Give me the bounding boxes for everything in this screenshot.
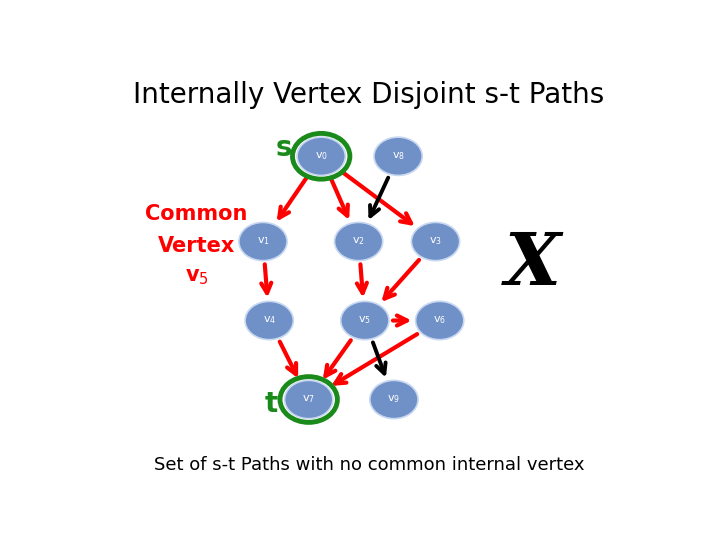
Text: v$_4$: v$_4$ [263,315,276,326]
Text: v$_6$: v$_6$ [433,315,446,326]
Ellipse shape [239,222,287,261]
Text: v$_9$: v$_9$ [387,394,400,406]
Text: Common: Common [145,205,248,225]
Text: t: t [265,390,278,417]
Ellipse shape [297,137,346,176]
Text: v$_3$: v$_3$ [429,235,442,247]
Text: X: X [505,229,562,300]
Text: v$_5$: v$_5$ [359,315,372,326]
Text: v$_1$: v$_1$ [256,235,269,247]
Text: Set of s-t Paths with no common internal vertex: Set of s-t Paths with no common internal… [154,456,584,474]
Ellipse shape [341,301,389,340]
Text: v$_5$: v$_5$ [184,267,208,287]
Text: Vertex: Vertex [158,235,235,255]
Ellipse shape [411,222,459,261]
Text: Internally Vertex Disjoint s-t Paths: Internally Vertex Disjoint s-t Paths [133,82,605,110]
Text: s: s [276,134,292,162]
Ellipse shape [415,301,464,340]
Text: v$_8$: v$_8$ [392,150,405,162]
Ellipse shape [245,301,293,340]
Ellipse shape [335,222,383,261]
Text: v$_7$: v$_7$ [302,394,315,406]
Ellipse shape [284,380,333,418]
Ellipse shape [370,380,418,418]
Text: v$_2$: v$_2$ [352,235,365,247]
Ellipse shape [374,137,422,176]
Text: v$_0$: v$_0$ [315,150,328,162]
